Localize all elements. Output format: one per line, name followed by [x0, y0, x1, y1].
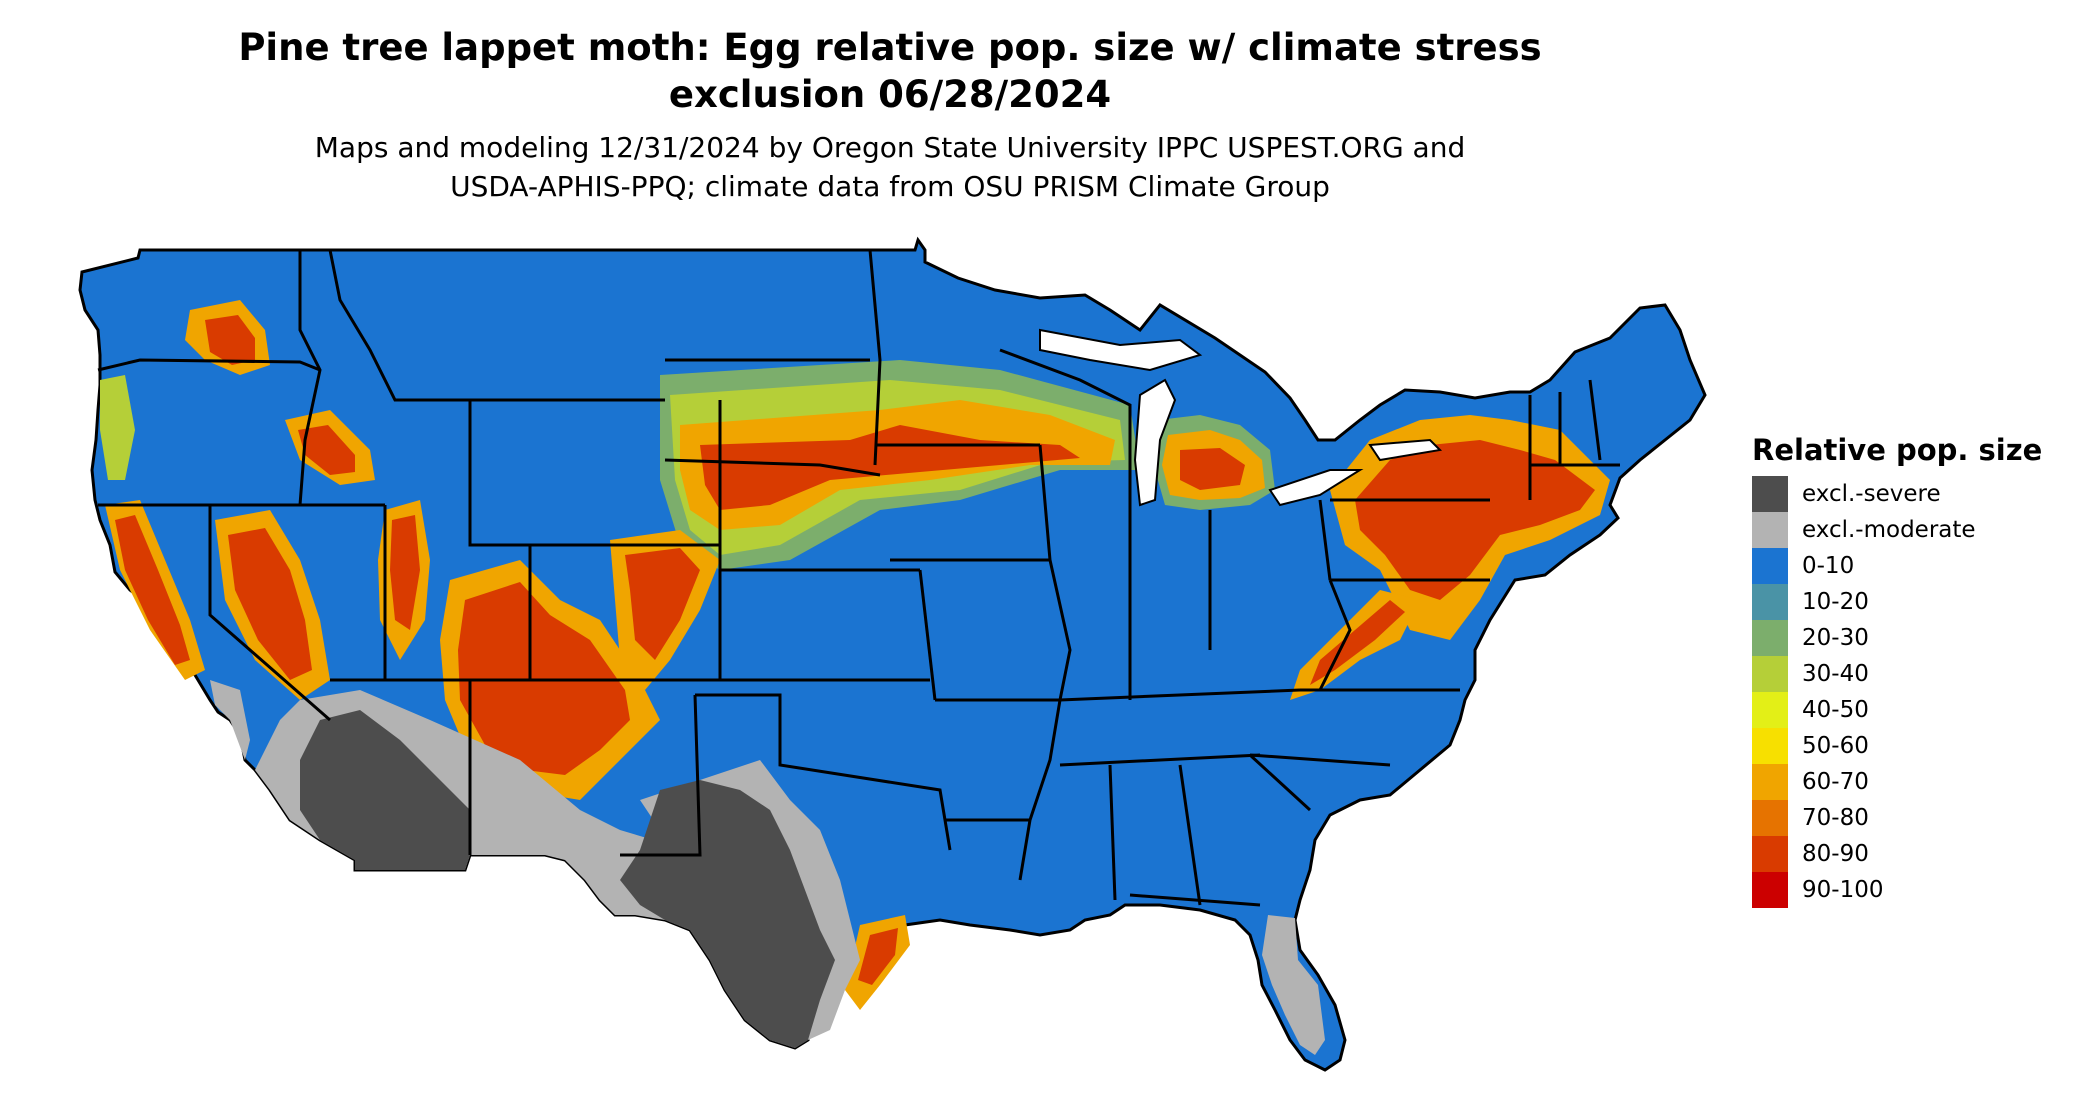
legend-item: 0-10 — [1752, 548, 2042, 584]
utah-band-red — [390, 515, 420, 630]
legend-label: 40-50 — [1802, 697, 1869, 723]
excl-severe-southwest — [300, 710, 470, 870]
legend-item: 50-60 — [1752, 728, 2042, 764]
suitability-overlay — [100, 300, 1610, 1010]
border-ga-sc — [1248, 753, 1312, 812]
border-id-mt — [328, 249, 470, 402]
excl-severe-texas — [620, 780, 835, 1048]
border-wv-va — [1318, 579, 1352, 691]
legend-label: 10-20 — [1802, 589, 1869, 615]
legend-item: 80-90 — [1752, 836, 2042, 872]
legend-item: 10-20 — [1752, 584, 2042, 620]
lake-michigan — [1133, 378, 1177, 507]
legend-label: 80-90 — [1802, 841, 1869, 867]
legend-swatch — [1752, 512, 1788, 548]
border-tn-south — [1059, 753, 1261, 767]
border-ga-fl — [1129, 893, 1261, 907]
legend-swatch — [1752, 620, 1788, 656]
legend-item: 70-80 — [1752, 800, 2042, 836]
washington-band-red — [205, 315, 255, 365]
legend-swatch — [1752, 584, 1788, 620]
legend-swatch — [1752, 836, 1788, 872]
border-oh-pa — [1318, 499, 1332, 581]
legend-swatch — [1752, 476, 1788, 512]
border-wa-or — [97, 358, 321, 372]
legend-swatch — [1752, 800, 1788, 836]
exclusion-overlay — [210, 680, 1325, 1055]
legend-label: 60-70 — [1802, 769, 1869, 795]
border-wi-mi — [999, 348, 1132, 510]
northeast-band-red — [1355, 440, 1595, 600]
us-map — [78, 236, 1707, 1072]
lake-superior — [1039, 328, 1203, 372]
lake-erie — [1268, 469, 1364, 507]
state-borders — [97, 249, 1620, 907]
great-lakes — [1039, 328, 1443, 507]
border-id-west — [298, 250, 322, 506]
legend-item: excl.-moderate — [1752, 512, 2042, 548]
legend-item: excl.-severe — [1752, 476, 2042, 512]
oregon-coast-band — [100, 375, 135, 480]
title-line-2: exclusion 06/28/2024 — [668, 73, 1112, 116]
excl-moderate-california — [210, 680, 250, 760]
legend-label: 70-80 — [1802, 805, 1869, 831]
legend-title: Relative pop. size — [1752, 433, 2043, 467]
legend-swatch — [1752, 656, 1788, 692]
border-mo-west — [918, 569, 937, 701]
lake-ontario — [1368, 438, 1443, 462]
legend-item: 20-30 — [1752, 620, 2042, 656]
california-band-red — [115, 515, 190, 665]
border-sd-ne — [664, 458, 881, 477]
legend-label: 90-100 — [1802, 877, 1884, 903]
oregon-band-red — [298, 425, 355, 475]
michigan-band-red — [1180, 448, 1245, 490]
legend-label: 20-30 — [1802, 625, 1869, 651]
subtitle-line-1: Maps and modeling 12/31/2024 by Oregon S… — [314, 131, 1466, 164]
legend-label: 0-10 — [1802, 553, 1855, 579]
legend-item: 40-50 — [1752, 692, 2042, 728]
nevada-band-red — [228, 528, 312, 680]
subtitle-line-2: USDA-APHIS-PPQ; climate data from OSU PR… — [450, 170, 1330, 203]
legend-swatch — [1752, 872, 1788, 908]
legend-item: 60-70 — [1752, 764, 2042, 800]
legend-label: 50-60 — [1802, 733, 1869, 759]
border-ms-al — [1108, 764, 1117, 901]
legend-items: excl.-severe excl.-moderate 0-10 10-20 2… — [1752, 476, 2042, 908]
legend-item: 30-40 — [1752, 656, 2042, 692]
legend-item: 90-100 — [1752, 872, 2042, 908]
legend-swatch — [1752, 728, 1788, 764]
legend-label: 30-40 — [1802, 661, 1869, 687]
legend-swatch — [1752, 548, 1788, 584]
map-title: Pine tree lappet moth: Egg relative pop.… — [200, 24, 1580, 118]
colorado-band-red — [625, 548, 700, 660]
excl-moderate-florida — [1262, 915, 1325, 1055]
border-nv-ca — [208, 505, 331, 722]
border-co-east — [530, 543, 722, 682]
legend-swatch — [1752, 692, 1788, 728]
texas-coast-band-red — [858, 928, 898, 985]
legend-swatch — [1752, 764, 1788, 800]
title-line-1: Pine tree lappet moth: Egg relative pop.… — [238, 26, 1542, 69]
legend-label: excl.-moderate — [1802, 517, 1976, 543]
border-nd-mn — [868, 249, 882, 466]
border-ky-tn — [1059, 688, 1301, 702]
border-nc-sc — [1249, 753, 1391, 767]
border-tx-ok — [695, 693, 952, 851]
border-nm-tx — [620, 694, 702, 857]
border-al-ga — [1178, 764, 1202, 906]
map-subtitle: Maps and modeling 12/31/2024 by Oregon S… — [200, 128, 1580, 206]
border-nh-me — [1588, 379, 1602, 461]
us-landmass — [78, 236, 1707, 1072]
legend-label: excl.-severe — [1802, 481, 1941, 507]
legend: Relative pop. size excl.-severe excl.-mo… — [1752, 430, 2042, 908]
